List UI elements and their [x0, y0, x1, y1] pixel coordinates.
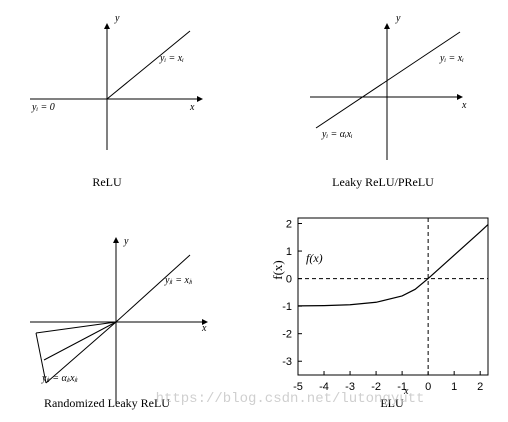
rrelu-line	[115, 254, 191, 323]
rrelu-ray	[43, 321, 117, 361]
x-label: x	[189, 102, 195, 113]
formula: yᵢ = xᵢ	[439, 53, 464, 64]
formula: yᵢ = αᵢxᵢ	[321, 129, 353, 140]
y-label: y	[395, 13, 401, 24]
plot-frame	[297, 217, 489, 376]
x-tick-label: -5	[293, 381, 303, 393]
formula: yⱼᵢ = xⱼᵢ	[164, 275, 193, 286]
relu-panel: y x yᵢ = xᵢ yᵢ = 0 ReLU	[30, 13, 203, 189]
x-tick-label: 0	[425, 381, 431, 393]
elu-panel: f(x) f(x) x ELU -5 -4 -3 -2 -1 0 1 2 -3 -2 -1 0 1 2	[270, 217, 489, 410]
formula: yⱼᵢ = αⱼᵢxⱼᵢ	[41, 373, 78, 384]
y-tick-label: 0	[286, 274, 292, 286]
watermark: https://blog.csdn.net/lutongyutt	[156, 391, 425, 407]
formula: yᵢ = xᵢ	[159, 53, 184, 64]
caption: Leaky ReLU/PReLU	[332, 175, 434, 189]
x-tick-label: -4	[319, 381, 329, 393]
formula: yᵢ = 0	[31, 102, 55, 113]
caption: ReLU	[92, 175, 122, 189]
y-label: y	[123, 236, 129, 247]
x-label: x	[461, 100, 467, 111]
leaky-line	[315, 31, 461, 129]
x-tick-label: -3	[345, 381, 355, 393]
elu-curve	[297, 224, 489, 307]
y-tick-label: -2	[282, 329, 292, 341]
y-tick-label: -3	[282, 356, 292, 368]
caption: ELU	[380, 396, 404, 410]
x-label: x	[201, 323, 207, 334]
x-axis-label: x	[403, 386, 409, 397]
x-tick-label: 1	[451, 381, 457, 393]
relu-line	[106, 30, 191, 100]
x-tick-label: -2	[371, 381, 381, 393]
caption: Randomized Leaky ReLU	[44, 396, 170, 410]
y-tick-label: -1	[282, 301, 292, 313]
y-axis-label: f(x)	[270, 260, 285, 280]
rrelu-panel: y x yⱼᵢ = xⱼᵢ yⱼᵢ = αⱼᵢxⱼᵢ Randomized Le…	[30, 236, 208, 410]
annotation: f(x)	[306, 251, 323, 265]
rrelu-ray	[45, 321, 117, 384]
leaky-panel: y x yᵢ = xᵢ yᵢ = αᵢxᵢ Leaky ReLU/PReLU	[310, 13, 467, 189]
y-tick-label: 2	[286, 219, 292, 231]
x-tick-label: -1	[397, 381, 407, 393]
rrelu-edge	[35, 332, 47, 384]
y-label: y	[114, 13, 120, 24]
rrelu-ray	[35, 321, 117, 334]
y-tick-label: 1	[286, 246, 292, 258]
x-tick-label: 2	[477, 381, 483, 393]
